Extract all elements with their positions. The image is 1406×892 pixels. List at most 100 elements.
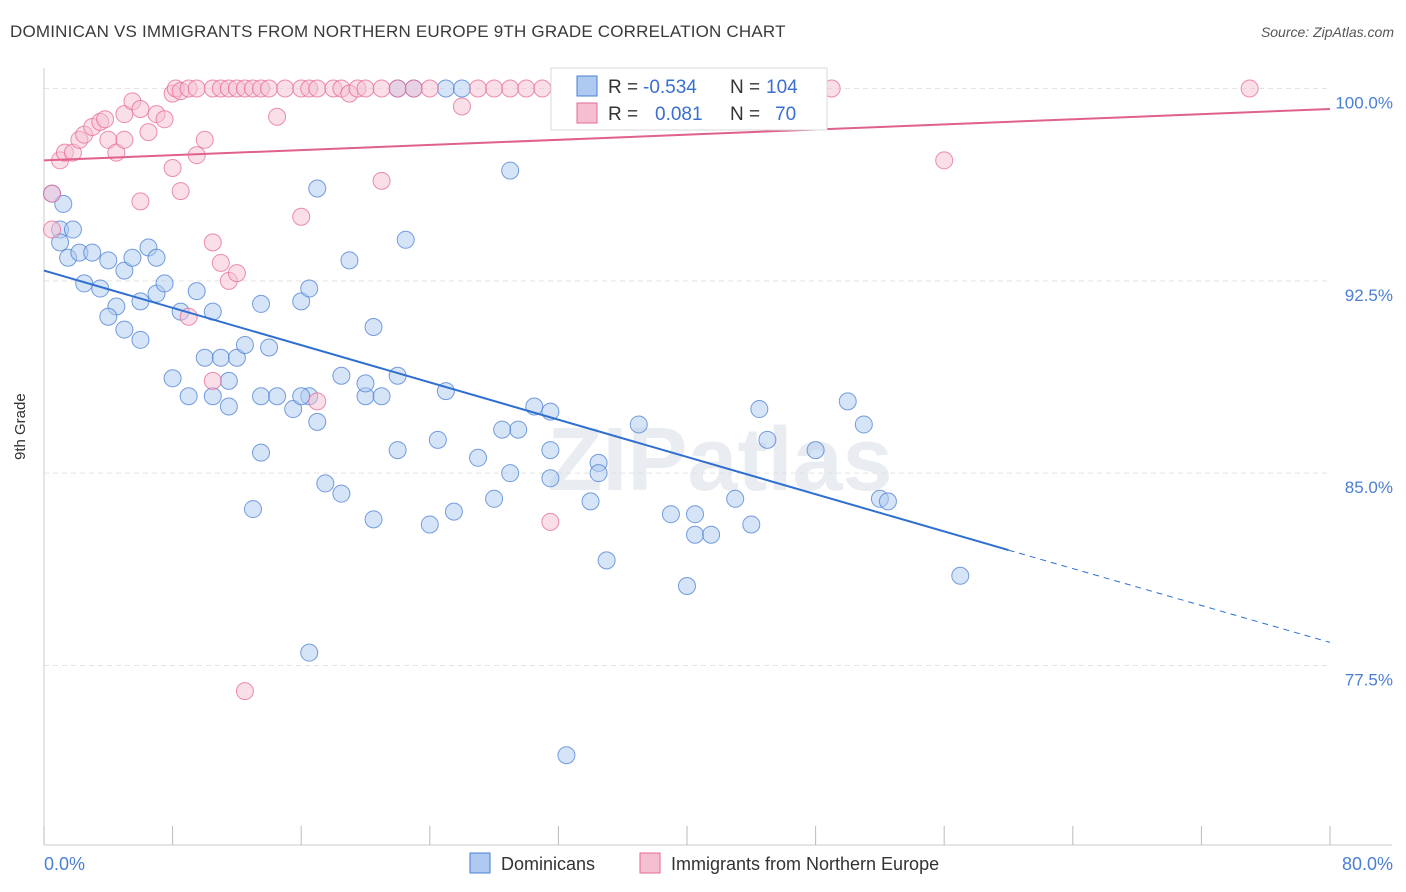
northern-europe-point-24 xyxy=(195,130,214,149)
dominican-point-84 xyxy=(396,230,415,249)
northern-europe-point-49 xyxy=(485,79,504,98)
dominican-point-79 xyxy=(252,294,271,313)
dominican-point-76 xyxy=(878,492,897,511)
dominican-trend-line xyxy=(43,269,1009,552)
dominican-point-83 xyxy=(364,318,383,336)
dominican-point-82 xyxy=(340,251,359,270)
northern-europe-point-16 xyxy=(139,123,158,142)
dominican-point-10 xyxy=(123,248,142,267)
stat-n-value-2: 70 xyxy=(775,104,796,125)
dominican-point-63 xyxy=(661,505,680,524)
y-tick-label-3: 77.5% xyxy=(1345,670,1393,689)
northern-europe-point-65 xyxy=(308,392,327,411)
dominican-point-28 xyxy=(260,338,279,357)
dominican-point-50 xyxy=(469,448,488,467)
northern-europe-point-58 xyxy=(211,253,230,272)
northern-europe-point-43 xyxy=(372,79,391,98)
dominican-point-86 xyxy=(436,79,455,98)
dominican-point-24 xyxy=(195,348,214,367)
dominican-point-74 xyxy=(854,415,873,434)
stat-n-value-1: 104 xyxy=(766,77,798,98)
legend-northern-europe-label: Immigrants from Northern Europe xyxy=(671,854,939,874)
dominican-point-80 xyxy=(292,292,311,311)
northern-europe-point-56 xyxy=(131,192,150,211)
northern-europe-point-15 xyxy=(131,100,150,119)
dominican-point-1 xyxy=(54,194,73,213)
dominican-point-58 xyxy=(557,746,576,765)
stat-r-label-2: R = xyxy=(608,104,638,125)
northern-europe-point-45 xyxy=(404,79,423,98)
northern-europe-point-23 xyxy=(187,79,206,98)
x-tick-label-1: 80.0% xyxy=(1342,854,1393,874)
dominican-point-49 xyxy=(444,502,463,521)
dominican-point-20 xyxy=(115,320,134,339)
stat-n-label-1: N = xyxy=(730,77,760,98)
northern-europe-point-42 xyxy=(356,79,375,98)
northern-europe-point-37 xyxy=(308,79,327,98)
dominican-point-27 xyxy=(235,335,254,354)
dominican-point-66 xyxy=(686,505,705,524)
dominican-point-12 xyxy=(147,248,166,267)
dominican-point-73 xyxy=(838,392,857,411)
northern-europe-point-66 xyxy=(541,512,560,531)
dominican-point-102 xyxy=(493,420,512,439)
dominican-point-31 xyxy=(203,387,222,406)
dominican-point-37 xyxy=(332,366,351,385)
dominican-point-17 xyxy=(131,292,150,311)
dominican-point-33 xyxy=(252,387,271,406)
trend-lines xyxy=(43,108,1331,643)
dominican-point-34 xyxy=(284,400,303,419)
northern-europe-point-18 xyxy=(155,110,174,129)
northern-europe-point-57 xyxy=(203,233,222,252)
dominican-point-104 xyxy=(300,643,319,662)
dominican-point-16 xyxy=(99,307,118,326)
dominican-point-45 xyxy=(364,510,383,529)
northern-europe-point-53 xyxy=(163,159,182,178)
dominican-point-42 xyxy=(252,443,271,462)
chart-title: DOMINICAN VS IMMIGRANTS FROM NORTHERN EU… xyxy=(10,22,786,41)
dominican-point-30 xyxy=(179,387,198,406)
northern-europe-point-61 xyxy=(179,307,198,326)
dominican-point-59 xyxy=(581,492,600,511)
y-tick-label-2: 85.0% xyxy=(1345,478,1393,497)
dominican-point-85 xyxy=(308,179,327,198)
stat-n-label-2: N = xyxy=(730,104,760,125)
dominican-point-47 xyxy=(420,515,439,534)
legend-northern-europe-swatch xyxy=(639,852,661,874)
northern-europe-point-54 xyxy=(171,182,190,201)
northern-europe-point-67 xyxy=(235,682,254,701)
stat-r-value-2: 0.081 xyxy=(655,104,703,125)
northern-europe-point-13 xyxy=(115,105,134,124)
northern-europe-point-52 xyxy=(533,79,552,98)
dominican-point-32 xyxy=(219,397,238,416)
dominican-point-62 xyxy=(629,415,648,434)
stats-legend: R = -0.534 N = 104 R = 0.081 N = 70 xyxy=(550,67,828,131)
dominican-point-55 xyxy=(541,469,560,488)
northern-europe-point-9 xyxy=(96,110,115,129)
dominican-point-4 xyxy=(51,233,70,252)
dominican-point-29 xyxy=(163,369,182,388)
northern-europe-point-12 xyxy=(115,130,134,149)
northern-europe-point-33 xyxy=(268,107,287,126)
dominican-point-91 xyxy=(452,79,471,98)
northern-europe-point-60 xyxy=(227,264,246,283)
northern-europe-point-0 xyxy=(43,184,62,203)
dominican-point-61 xyxy=(597,551,616,570)
dominican-point-25 xyxy=(211,348,230,367)
legend-swatch-blue xyxy=(576,75,598,97)
y-tick-label-0: 100.0% xyxy=(1335,94,1393,113)
y-tick-label-1: 92.5% xyxy=(1345,286,1393,305)
northern-europe-point-69 xyxy=(935,151,954,170)
dominican-point-98 xyxy=(219,371,238,390)
northern-europe-point-64 xyxy=(203,371,222,390)
northern-europe-point-32 xyxy=(260,79,279,98)
dominican-point-52 xyxy=(501,464,520,483)
northern-europe-point-1 xyxy=(43,220,62,239)
bottom-legend: Dominicans Immigrants from Northern Euro… xyxy=(469,852,939,874)
dominican-point-36 xyxy=(308,412,327,431)
dominican-point-90 xyxy=(589,464,608,483)
northern-europe-point-50 xyxy=(501,79,520,98)
dominican-point-51 xyxy=(485,489,504,508)
legend-dominicans-swatch xyxy=(469,852,491,874)
northern-europe-point-70 xyxy=(1240,79,1259,98)
